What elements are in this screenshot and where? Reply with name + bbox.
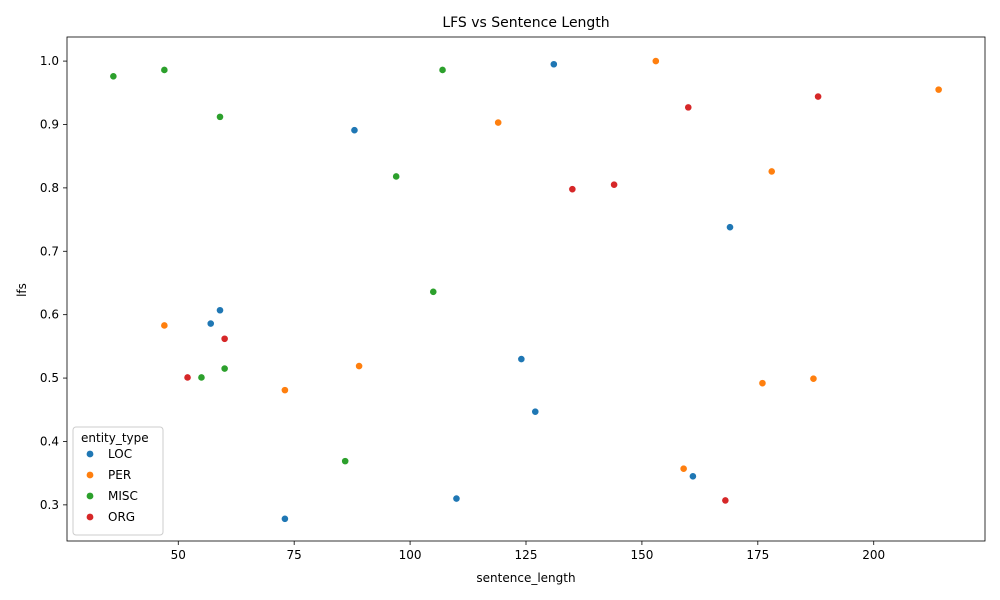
point-loc [452, 494, 461, 503]
y-tick-label: 0.5 [40, 371, 59, 385]
point-per [355, 362, 363, 370]
point-loc [350, 126, 359, 135]
point-misc [197, 373, 206, 382]
point-org [610, 180, 618, 189]
point-loc [216, 306, 224, 315]
point-org [721, 496, 730, 505]
legend-label-misc: MISC [108, 489, 138, 503]
point-per [651, 57, 660, 65]
y-tick-label: 1.0 [40, 54, 59, 68]
x-tick-label: 200 [862, 548, 885, 562]
y-tick-label: 0.7 [40, 244, 59, 258]
legend-marker-misc [86, 492, 94, 500]
point-loc [531, 407, 540, 416]
x-tick-label: 125 [515, 548, 538, 562]
legend-marker-per [86, 471, 94, 479]
point-per [758, 379, 767, 388]
legend-label-loc: LOC [108, 447, 132, 461]
point-loc [726, 223, 734, 232]
point-per [494, 118, 503, 127]
point-loc [281, 514, 289, 523]
chart-title: LFS vs Sentence Length [442, 15, 609, 31]
point-per [809, 374, 818, 383]
point-per [767, 167, 776, 176]
point-misc [109, 72, 118, 81]
x-axis-label: sentence_length [476, 571, 575, 585]
point-org [684, 103, 693, 112]
point-org [220, 334, 229, 343]
x-axis: 50 75 100 125 150 175 200 [171, 541, 885, 562]
plot-frame [66, 36, 986, 542]
y-tick-label: 0.3 [40, 498, 59, 512]
legend-title: entity_type [81, 431, 149, 445]
x-tick-label: 100 [399, 548, 422, 562]
legend: entity_type LOC PER MISC ORG [72, 426, 164, 536]
point-loc [689, 472, 697, 481]
y-tick-label: 0.8 [40, 181, 59, 195]
point-misc [429, 287, 438, 296]
point-per [281, 386, 289, 395]
x-tick-label: 150 [630, 548, 653, 562]
legend-label-per: PER [108, 468, 131, 482]
point-misc [216, 112, 224, 121]
point-org [814, 92, 822, 101]
point-loc [549, 60, 558, 69]
point-per [679, 464, 688, 473]
point-misc [438, 66, 447, 74]
point-org [183, 373, 192, 382]
point-org [568, 185, 577, 194]
point-loc [206, 319, 215, 328]
point-misc [220, 364, 229, 373]
legend-marker-org [86, 513, 94, 521]
legend-box [72, 426, 164, 536]
point-misc [341, 457, 350, 466]
point-per [160, 321, 169, 330]
point-misc [392, 172, 401, 181]
x-tick-label: 50 [171, 548, 186, 562]
point-per [934, 85, 943, 94]
y-axis-label: lfs [15, 283, 29, 297]
y-tick-label: 0.9 [40, 117, 59, 131]
x-tick-label: 175 [746, 548, 769, 562]
x-tick-label: 75 [287, 548, 302, 562]
plot-area [66, 36, 986, 542]
data-points [109, 57, 943, 523]
point-misc [160, 66, 169, 74]
legend-marker-loc [86, 450, 94, 458]
y-tick-label: 0.6 [40, 308, 59, 322]
legend-label-org: ORG [108, 510, 135, 524]
y-axis: 0.3 0.4 0.5 0.6 0.7 0.8 0.9 1.0 [40, 54, 67, 512]
point-loc [517, 355, 526, 363]
y-tick-label: 0.4 [40, 434, 59, 448]
